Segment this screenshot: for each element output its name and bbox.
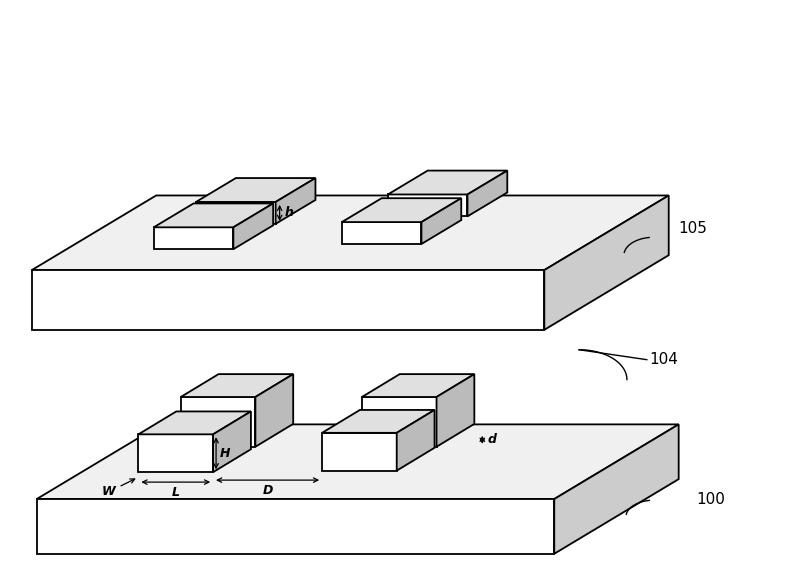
Polygon shape: [467, 171, 507, 217]
Text: d: d: [487, 433, 496, 446]
Polygon shape: [437, 374, 474, 447]
Text: 104: 104: [649, 352, 678, 367]
Polygon shape: [422, 198, 462, 244]
Polygon shape: [362, 397, 437, 447]
Polygon shape: [154, 227, 234, 249]
Polygon shape: [554, 424, 678, 554]
Polygon shape: [388, 171, 507, 194]
Polygon shape: [138, 434, 213, 472]
Polygon shape: [181, 397, 255, 447]
Polygon shape: [322, 410, 434, 433]
Polygon shape: [342, 198, 462, 222]
Polygon shape: [196, 202, 276, 224]
Text: D: D: [262, 484, 273, 497]
Text: L: L: [172, 485, 180, 498]
Polygon shape: [342, 222, 422, 244]
Polygon shape: [544, 195, 669, 330]
Polygon shape: [388, 194, 467, 217]
Polygon shape: [181, 374, 294, 397]
Polygon shape: [255, 374, 294, 447]
Polygon shape: [37, 499, 554, 554]
Text: H: H: [220, 447, 230, 460]
Polygon shape: [138, 411, 251, 434]
Polygon shape: [213, 411, 251, 472]
Polygon shape: [276, 178, 315, 224]
Polygon shape: [32, 195, 669, 270]
Text: 105: 105: [678, 221, 707, 236]
Polygon shape: [37, 424, 678, 499]
Polygon shape: [397, 410, 434, 471]
Text: W: W: [102, 484, 115, 498]
Text: 100: 100: [697, 491, 726, 507]
Polygon shape: [322, 433, 397, 471]
Text: h: h: [285, 207, 294, 220]
Polygon shape: [362, 374, 474, 397]
Polygon shape: [196, 178, 315, 202]
Polygon shape: [234, 204, 273, 249]
Polygon shape: [32, 270, 544, 330]
Polygon shape: [154, 204, 273, 227]
